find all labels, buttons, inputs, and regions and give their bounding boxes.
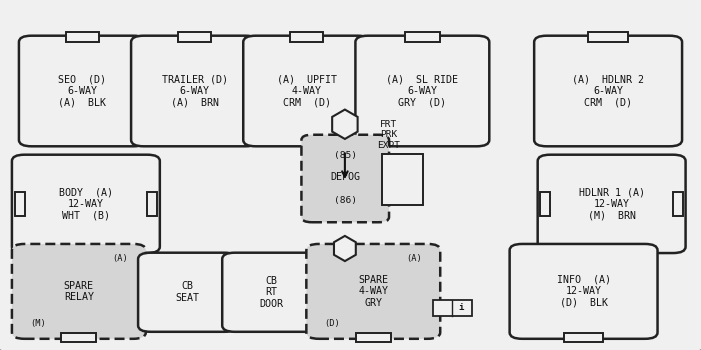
FancyBboxPatch shape (534, 36, 682, 146)
Text: CB
SEAT: CB SEAT (175, 281, 200, 303)
Text: (85): (85) (334, 151, 357, 160)
Bar (433, 300, 472, 316)
Bar (66, 32, 99, 42)
Text: BODY  (A)
12-WAY
WHT  (B): BODY (A) 12-WAY WHT (B) (59, 187, 113, 220)
FancyBboxPatch shape (138, 253, 237, 332)
Bar (356, 332, 390, 342)
Text: (D): (D) (325, 319, 340, 328)
Bar (405, 32, 440, 42)
Bar (564, 332, 603, 342)
Bar (147, 192, 157, 216)
FancyBboxPatch shape (538, 155, 686, 253)
FancyBboxPatch shape (306, 244, 440, 339)
Text: SPARE
RELAY: SPARE RELAY (64, 281, 94, 302)
Text: HDLNR 1 (A)
12-WAY
(M)  BRN: HDLNR 1 (A) 12-WAY (M) BRN (578, 187, 645, 220)
Text: (A): (A) (112, 254, 128, 264)
FancyBboxPatch shape (222, 253, 321, 332)
Text: (A)  UPFIT
4-WAY
CRM  (D): (A) UPFIT 4-WAY CRM (D) (277, 75, 336, 107)
Text: TRAILER (D)
6-WAY
(A)  BRN: TRAILER (D) 6-WAY (A) BRN (161, 75, 228, 107)
Text: INFO  (A)
12-WAY
(D)  BLK: INFO (A) 12-WAY (D) BLK (557, 275, 611, 308)
Text: SPARE
4-WAY
GRY: SPARE 4-WAY GRY (358, 275, 388, 308)
Text: FRT
PRK
EXPT: FRT PRK EXPT (377, 120, 400, 150)
FancyBboxPatch shape (355, 36, 489, 146)
Text: SEO  (D)
6-WAY
(A)  BLK: SEO (D) 6-WAY (A) BLK (58, 75, 107, 107)
Text: (A)  HDLNR 2
6-WAY
CRM  (D): (A) HDLNR 2 6-WAY CRM (D) (572, 75, 644, 107)
Polygon shape (334, 236, 356, 261)
Bar (382, 154, 423, 205)
Text: (A)  SL RIDE
6-WAY
GRY  (D): (A) SL RIDE 6-WAY GRY (D) (386, 75, 458, 107)
Bar (673, 192, 683, 216)
Text: (M): (M) (30, 319, 46, 328)
Polygon shape (332, 110, 358, 139)
Bar (178, 32, 211, 42)
FancyBboxPatch shape (243, 36, 370, 146)
Text: DEFOG: DEFOG (330, 172, 360, 182)
Bar (290, 32, 323, 42)
Text: CB
RT
DOOR: CB RT DOOR (259, 276, 284, 309)
Text: i: i (458, 303, 464, 313)
FancyBboxPatch shape (19, 36, 146, 146)
FancyBboxPatch shape (12, 155, 160, 253)
Text: (A): (A) (407, 254, 422, 264)
Bar (540, 192, 550, 216)
FancyBboxPatch shape (131, 36, 258, 146)
Bar (589, 32, 628, 42)
Bar (62, 332, 96, 342)
FancyBboxPatch shape (12, 244, 146, 339)
FancyBboxPatch shape (301, 135, 389, 222)
FancyBboxPatch shape (510, 244, 658, 339)
Text: (86): (86) (334, 196, 357, 204)
Bar (15, 192, 25, 216)
